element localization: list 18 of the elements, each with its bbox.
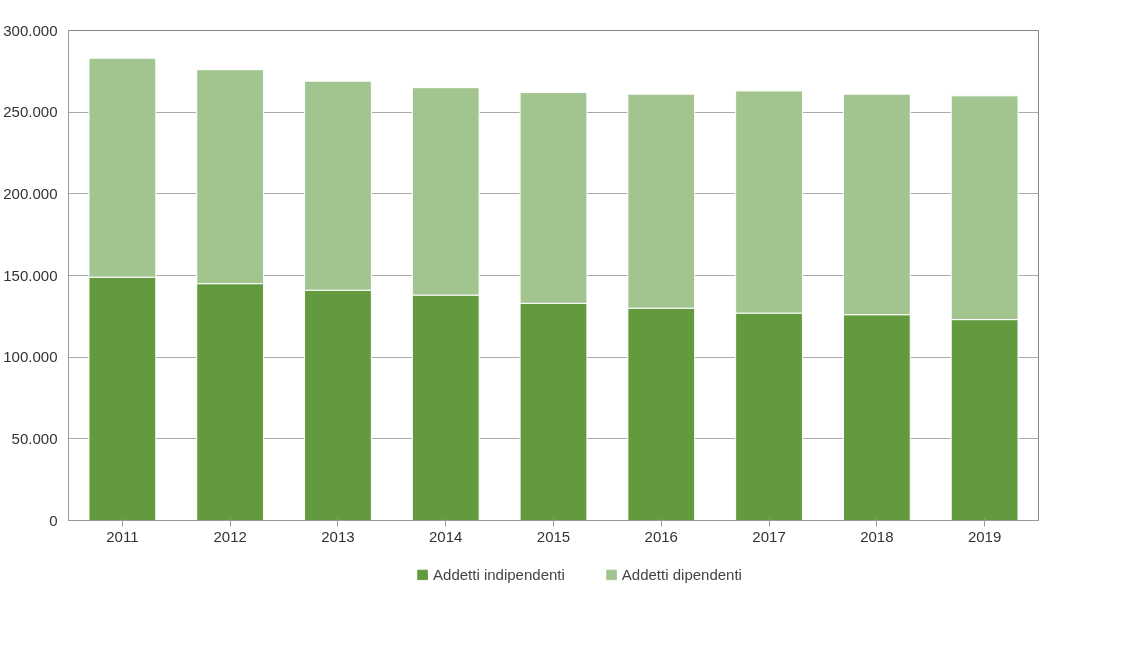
x-tick-label: 2014 <box>429 527 463 545</box>
y-tick-label: 250.000 <box>3 103 58 121</box>
y-tick-label: 300.000 <box>3 21 58 39</box>
legend-label: Addetti dipendenti <box>621 565 742 583</box>
x-tick-label: 2015 <box>536 527 571 545</box>
x-tick-label: 2016 <box>644 527 678 545</box>
y-tick-label: 50.000 <box>11 429 58 447</box>
x-tick-label: 2019 <box>967 527 1002 545</box>
x-tick-label: 2011 <box>106 527 139 545</box>
y-tick-label: 100.000 <box>3 348 58 366</box>
x-tick-label: 2018 <box>860 527 894 545</box>
legend-label: Addetti indipendenti <box>433 565 565 583</box>
y-tick-label: 150.000 <box>3 266 58 284</box>
y-tick-label: 0 <box>49 511 58 529</box>
y-tick-label: 200.000 <box>3 184 58 202</box>
x-tick-label: 2012 <box>213 527 247 545</box>
x-tick-label: 2013 <box>321 527 355 545</box>
x-tick-label: 2017 <box>752 527 786 545</box>
